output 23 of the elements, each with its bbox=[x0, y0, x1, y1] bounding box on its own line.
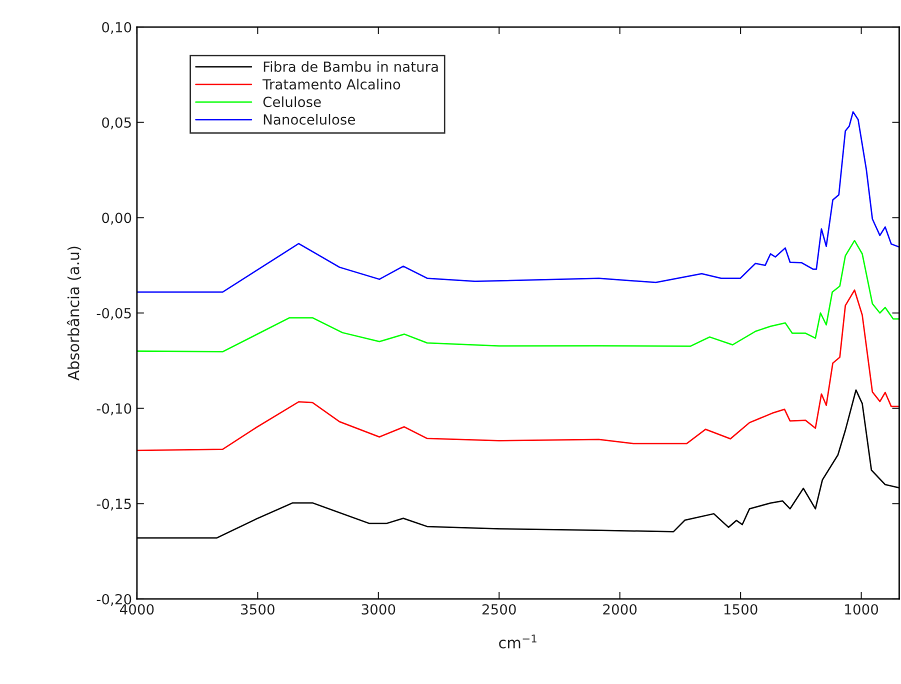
x-tick-label: 3000 bbox=[362, 604, 396, 615]
x-tick-label: 1000 bbox=[845, 604, 878, 615]
y-tick-label: 0,05 bbox=[102, 117, 131, 130]
x-tick-label: 4000 bbox=[120, 604, 154, 615]
x-tick-label: 2500 bbox=[482, 604, 516, 615]
x-tick-label: 1500 bbox=[724, 604, 758, 615]
line-series bbox=[136, 240, 900, 352]
line-series bbox=[136, 111, 900, 293]
legend-label: Celulose bbox=[263, 96, 321, 108]
y-tick-label: 0,00 bbox=[102, 212, 132, 225]
x-tick-label: 3500 bbox=[241, 604, 274, 615]
y-tick-label: -0,20 bbox=[96, 594, 132, 606]
x-tick-label: 2000 bbox=[603, 604, 637, 615]
y-tick-label: -0,15 bbox=[96, 498, 131, 511]
y-tick-label: -0,05 bbox=[96, 308, 131, 320]
y-tick-label: -0,10 bbox=[96, 403, 132, 416]
y-tick-label: 0,10 bbox=[102, 22, 132, 34]
line-series bbox=[136, 289, 900, 452]
legend-label: Nanocelulose bbox=[264, 114, 355, 125]
legend-label: Tratamento Alcalino bbox=[262, 78, 400, 90]
legend-label: Fibra de Bambu in natura bbox=[264, 61, 438, 72]
y-axis-title: Absorbância (a.u) bbox=[66, 246, 82, 380]
x-axis-title: cm$^{−1}$ bbox=[499, 634, 536, 648]
